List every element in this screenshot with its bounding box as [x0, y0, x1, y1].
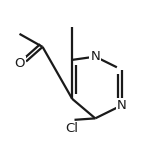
Text: N: N [90, 50, 100, 63]
Text: Cl: Cl [66, 122, 79, 135]
Text: N: N [117, 99, 127, 112]
Text: O: O [14, 57, 25, 70]
